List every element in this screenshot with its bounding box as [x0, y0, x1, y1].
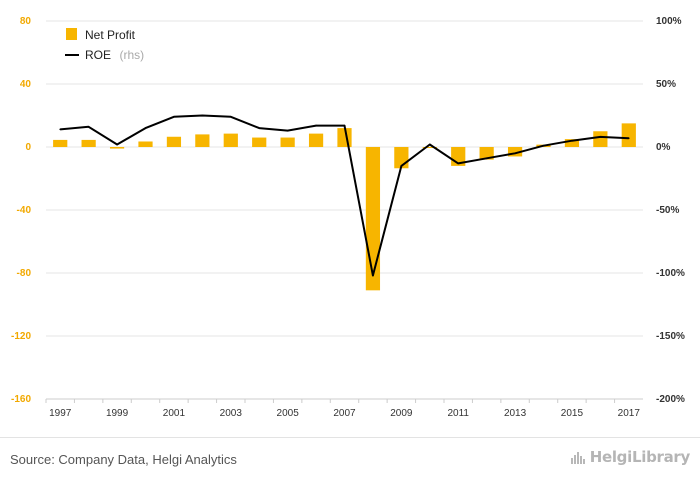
point-roe-1998 [87, 126, 90, 128]
bar-net-profit-2015 [564, 139, 580, 147]
y-right-tick-label: 0% [656, 142, 671, 153]
y-right-tick-label: 50% [656, 79, 676, 90]
legend-label-roe-suffix: (rhs) [119, 48, 144, 62]
point-roe-2011 [457, 162, 460, 165]
y-left-tick-label: 0 [25, 142, 31, 153]
legend-label-net-profit: Net Profit [85, 28, 136, 42]
bar-net-profit-2008 [365, 147, 381, 291]
y-left-tick-label: 80 [20, 16, 32, 27]
legend-swatch-net-profit [66, 28, 77, 40]
bar-net-profit-2005 [280, 137, 295, 147]
brand-name: HelgiLibrary [589, 448, 691, 466]
legend-label-roe: ROE [85, 48, 111, 62]
point-roe-2010 [428, 143, 431, 146]
point-roe-2001 [173, 115, 175, 118]
y-left-tick-label: -80 [17, 268, 32, 279]
point-roe-2002 [201, 114, 204, 117]
bar-net-profit-1999 [109, 147, 125, 149]
point-roe-2005 [286, 129, 289, 132]
axes: 80 40 0 -40 -80 -120 -160 100% 50% 0% -50% -100% -15… [11, 16, 685, 419]
point-roe-2015 [571, 139, 573, 142]
point-roe-2017 [627, 137, 630, 139]
point-roe-1999 [116, 143, 118, 146]
bar-net-profit-2006 [308, 133, 324, 147]
bar-net-profit-1997 [53, 139, 68, 147]
point-roe-2003 [229, 115, 232, 118]
bar-net-profit-2001 [166, 136, 182, 147]
y-right-tick-label: 100% [656, 16, 682, 27]
y-left-tick-label: -120 [11, 331, 31, 342]
x-tick-label: 2013 [504, 408, 527, 419]
x-tick-label: 2011 [447, 408, 469, 419]
x-tick-label: 1999 [106, 408, 129, 419]
x-tick-label: 2005 [277, 408, 300, 419]
brand-logo[interactable]: HelgiLibrary [570, 448, 690, 466]
bar-net-profit-2000 [138, 141, 153, 147]
point-roe-2014 [542, 144, 545, 147]
grid-lines [46, 20, 643, 400]
point-roe-2009 [400, 165, 403, 167]
point-roe-2000 [144, 127, 147, 129]
point-roe-2012 [485, 157, 488, 160]
point-roe-2006 [315, 124, 317, 127]
point-roe-2016 [599, 136, 602, 138]
legend-label-roe-group: ROE (rhs) [85, 46, 144, 63]
y-right-tick-label: -150% [656, 331, 685, 342]
footer: Source: Company Data, Helgi Analytics He… [0, 437, 700, 484]
point-roe-2004 [258, 127, 261, 129]
roe-line-series [59, 114, 630, 277]
x-tick-label: 2001 [163, 408, 186, 419]
bar-net-profit-2010 [422, 147, 437, 148]
y-right-tick-label: -200% [656, 394, 685, 405]
bar-net-profit-2016 [593, 131, 608, 147]
bar-net-profit-2013 [507, 147, 523, 157]
bar-chart-logo-icon [570, 452, 585, 464]
y-left-tick-label: -40 [17, 205, 32, 216]
y-right-tick-label: -50% [656, 205, 679, 216]
x-tick-label: 2015 [561, 408, 584, 419]
net-profit-bars [53, 123, 636, 291]
x-tick-label: 1997 [49, 408, 72, 419]
x-tick-label: 2009 [390, 408, 413, 419]
x-tick-label: 2007 [333, 408, 356, 419]
bar-net-profit-2017 [621, 123, 636, 147]
y-right-tick-label: -100% [656, 268, 685, 279]
point-roe-2007 [343, 124, 346, 127]
bar-net-profit-2004 [252, 137, 267, 147]
y-left-tick-label: 40 [20, 79, 32, 90]
bar-net-profit-1998 [81, 139, 96, 147]
legend: Net Profit ROE (rhs) [65, 28, 144, 63]
bar-net-profit-2002 [195, 134, 210, 147]
bar-net-profit-2003 [223, 133, 238, 147]
source-text: Source: Company Data, Helgi Analytics [10, 452, 237, 467]
bar-net-profit-2012 [479, 147, 494, 160]
point-roe-1997 [59, 128, 62, 131]
point-roe-2008 [372, 274, 374, 277]
point-roe-2013 [514, 152, 516, 155]
y-left-tick-label: -160 [11, 394, 31, 405]
x-tick-label: 2003 [220, 408, 243, 419]
x-tick-label: 2017 [618, 408, 641, 419]
